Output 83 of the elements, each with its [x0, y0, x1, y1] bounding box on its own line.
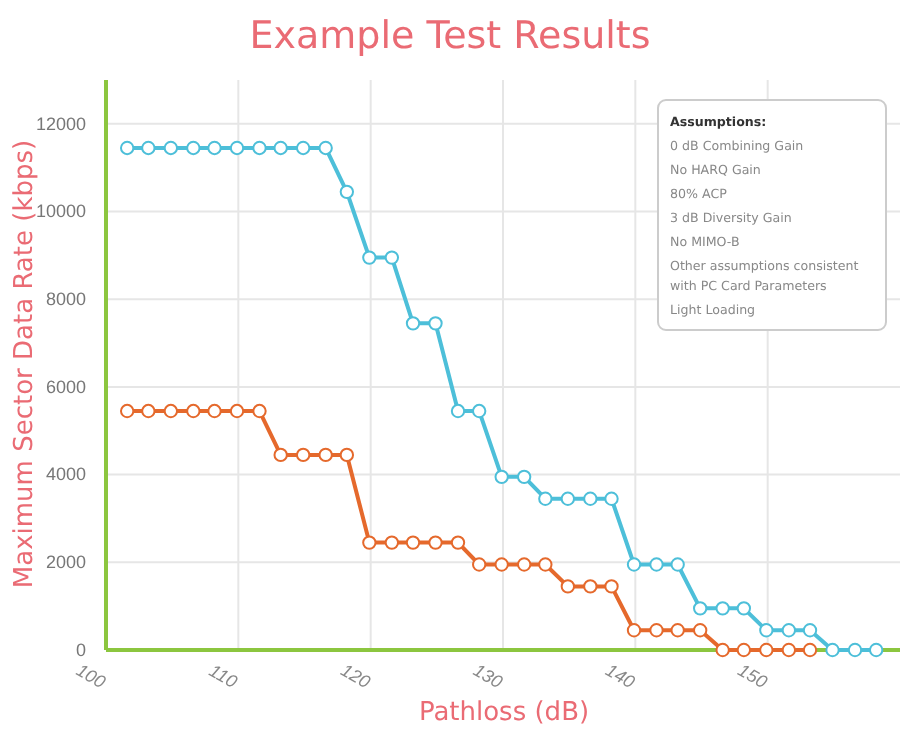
point [693, 601, 708, 616]
point [384, 535, 400, 550]
y-tick-label: 0 [75, 639, 86, 660]
x-tick-label: 150 [734, 659, 771, 693]
point [781, 623, 797, 638]
point [362, 535, 377, 550]
point [516, 469, 532, 484]
point [296, 447, 311, 463]
x-tick-label: 120 [337, 659, 374, 693]
point [141, 140, 156, 156]
point [405, 316, 421, 331]
point [494, 469, 509, 484]
point [229, 140, 245, 156]
point [119, 403, 135, 419]
point [141, 403, 156, 419]
point [472, 557, 487, 572]
point [296, 140, 311, 156]
point [428, 535, 443, 550]
point [802, 642, 818, 658]
point [560, 579, 576, 594]
point [604, 579, 619, 594]
point [273, 447, 288, 463]
point [494, 557, 509, 572]
point [715, 601, 730, 616]
point [186, 403, 201, 419]
point [583, 579, 598, 594]
point [163, 140, 179, 156]
point [736, 601, 752, 616]
point [207, 403, 222, 419]
point [428, 316, 443, 331]
point [229, 403, 245, 419]
point [252, 403, 267, 419]
point [119, 140, 135, 156]
point [318, 140, 333, 156]
x-axis-title: Pathloss (dB) [418, 698, 590, 728]
point [604, 491, 619, 506]
point [736, 642, 752, 658]
point [362, 250, 377, 265]
point [472, 403, 487, 419]
point [207, 140, 222, 156]
point [649, 623, 664, 638]
y-tick-label: 4000 [45, 464, 86, 485]
point [759, 623, 774, 638]
point [538, 557, 553, 572]
point [715, 642, 730, 658]
point [252, 140, 267, 156]
x-tick-label: 110 [205, 660, 241, 692]
point [626, 557, 642, 572]
point [670, 557, 685, 572]
y-tick-label: 2000 [45, 552, 86, 573]
point [649, 557, 664, 572]
point [847, 642, 863, 658]
x-tick-label: 130 [469, 659, 506, 693]
x-tick-label: 140 [602, 659, 639, 693]
point [384, 250, 400, 265]
point [450, 403, 466, 419]
point [802, 623, 818, 638]
point [781, 642, 797, 658]
point [825, 642, 840, 658]
point [626, 623, 642, 638]
y-tick-label: 8000 [45, 288, 86, 309]
point [583, 491, 598, 506]
point [339, 184, 355, 199]
y-tick-label: 12000 [35, 113, 86, 134]
point [869, 642, 884, 658]
point [450, 535, 466, 550]
y-tick-label: 6000 [45, 376, 86, 397]
point [516, 557, 532, 572]
point [163, 403, 179, 419]
point [670, 623, 685, 638]
point [538, 491, 553, 506]
point [405, 535, 421, 550]
point [560, 491, 576, 506]
y-axis-title: Maximum Sector Data Rate (kbps) [10, 139, 40, 589]
point [339, 447, 355, 463]
point [693, 623, 708, 638]
point [759, 642, 774, 658]
point [273, 140, 288, 156]
point [186, 140, 201, 156]
x-tick-label: 100 [72, 659, 109, 693]
y-tick-label: 10000 [35, 201, 86, 222]
chart-title: Example Test Results [249, 14, 651, 58]
point [318, 447, 333, 463]
